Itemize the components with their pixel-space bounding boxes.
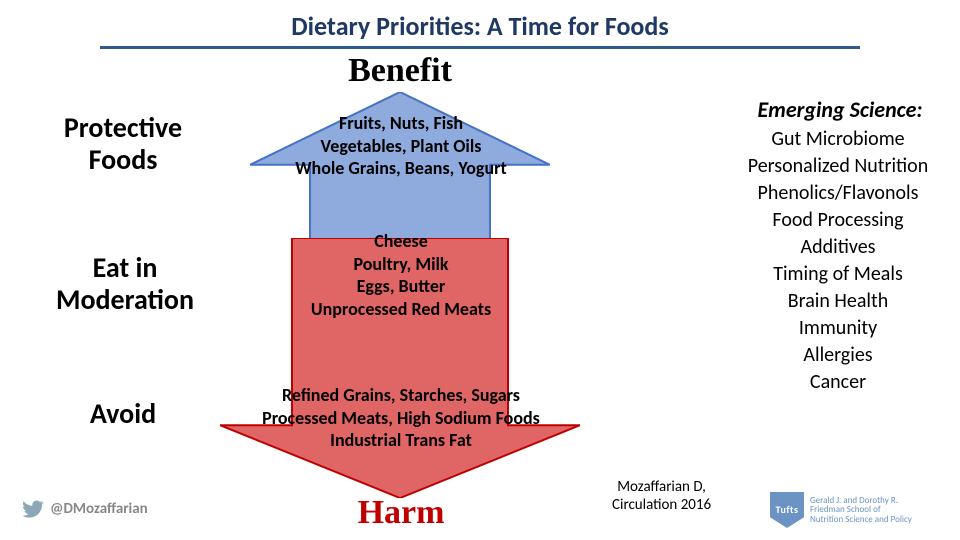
- title-underline: [100, 46, 860, 49]
- tufts-dept-text: Gerald J. and Dorothy R.Friedman School …: [810, 496, 912, 524]
- category-avoid: Avoid: [58, 398, 188, 430]
- citation-line1: Mozaffarian D,: [617, 478, 706, 496]
- tufts-logo: Tufts Gerald J. and Dorothy R.Friedman S…: [770, 492, 912, 528]
- foods-moderation: CheesePoultry, MilkEggs, ButterUnprocess…: [286, 230, 516, 320]
- category-moderation: Eat inModeration: [20, 252, 230, 316]
- foods-avoid: Refined Grains, Starches, SugarsProcesse…: [234, 384, 568, 452]
- emerging-science-list: Gut MicrobiomePersonalized NutritionPhen…: [720, 126, 956, 396]
- twitter-handle: @DMozaffarian: [22, 498, 148, 520]
- twitter-handle-text: @DMozaffarian: [50, 500, 148, 518]
- harm-label: Harm: [326, 494, 476, 532]
- benefit-label: Benefit: [310, 52, 490, 90]
- emerging-science-heading: Emerging Science:: [730, 96, 950, 123]
- slide-title: Dietary Priorities: A Time for Foods: [0, 10, 960, 42]
- category-protective: ProtectiveFoods: [28, 112, 218, 176]
- citation: Mozaffarian D, Circulation 2016: [612, 478, 711, 514]
- foods-protective: Fruits, Nuts, FishVegetables, Plant Oils…: [264, 112, 538, 180]
- citation-line2: Circulation 2016: [612, 496, 711, 514]
- twitter-icon: [22, 498, 44, 520]
- tufts-shield-icon: Tufts: [770, 492, 804, 528]
